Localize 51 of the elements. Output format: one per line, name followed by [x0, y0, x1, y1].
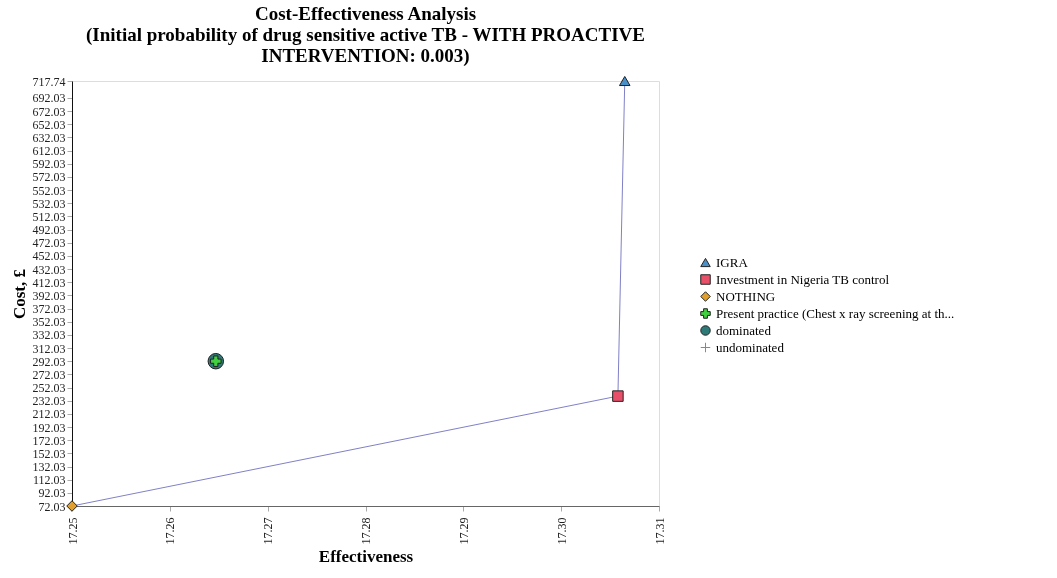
y-tick-label: 152.03 — [32, 446, 66, 461]
legend-label: dominated — [716, 322, 772, 338]
x-tick-label: 17.28 — [359, 517, 373, 545]
x-tick-label: 17.29 — [456, 517, 471, 545]
x-tick-label: 17.27 — [261, 517, 276, 545]
y-tick-label: 632.03 — [32, 130, 66, 145]
y-tick-label: 132.03 — [32, 460, 66, 475]
y-tick-label: 352.03 — [32, 315, 66, 330]
x-tick-label: 17.25 — [65, 517, 80, 545]
legend-label: Present practice (Chest x ray screening at th... — [716, 305, 955, 321]
y-tick-label: 472.03 — [32, 236, 66, 251]
text: INTERVENTION: 0.003) — [261, 45, 470, 67]
y-tick-label: 532.03 — [32, 196, 66, 211]
y-tick-label: 252.03 — [32, 381, 66, 396]
y-tick-label: 272.03 — [32, 367, 66, 382]
x-tick-label: 17.26 — [163, 517, 178, 545]
legend-label: IGRA — [716, 254, 749, 270]
y-tick-label: 172.03 — [32, 433, 66, 448]
x-tick-label: 17.30 — [554, 517, 569, 545]
y-tick-label: 492.03 — [32, 223, 66, 238]
x-tick-label: 17.31 — [652, 517, 667, 545]
y-tick-label: 312.03 — [32, 341, 66, 356]
text: (Initial probability of drug sensitive active TB - WITH PROACTIVE — [86, 24, 645, 46]
y-tick-label: 112.03 — [32, 473, 66, 488]
legend-label: Investment in Nigeria TB control — [716, 271, 890, 287]
y-tick-label: 412.03 — [32, 275, 66, 290]
x-axis-title: Effectiveness — [318, 546, 414, 566]
y-tick-label: 717.74 — [32, 74, 66, 89]
y-tick-label: 392.03 — [32, 288, 66, 303]
y-tick-label: 192.03 — [32, 420, 66, 435]
y-tick-label: 432.03 — [32, 262, 66, 277]
y-tick-label: 552.03 — [32, 183, 66, 198]
y-axis-title: Cost, £ — [9, 268, 29, 320]
y-tick-label: 92.03 — [38, 486, 66, 501]
y-tick-label: 692.03 — [32, 91, 66, 106]
y-tick-label: 212.03 — [32, 407, 66, 422]
y-tick-label: 332.03 — [32, 328, 66, 343]
y-tick-label: 452.03 — [32, 249, 66, 264]
y-tick-label: 612.03 — [32, 144, 66, 159]
text: Cost-Effectiveness Analysis — [254, 3, 477, 25]
y-tick-label: 652.03 — [32, 117, 66, 132]
y-tick-label: 232.03 — [32, 394, 66, 409]
y-tick-label: 592.03 — [32, 157, 66, 172]
y-tick-label: 292.03 — [32, 354, 66, 369]
legend-label: NOTHING — [716, 288, 776, 304]
y-tick-label: 372.03 — [32, 302, 66, 317]
y-tick-label: 72.03 — [38, 499, 66, 514]
y-tick-label: 572.03 — [32, 170, 66, 185]
y-tick-label: 512.03 — [32, 209, 66, 224]
y-tick-label: 672.03 — [32, 104, 66, 119]
legend-label: undominated — [716, 339, 785, 355]
